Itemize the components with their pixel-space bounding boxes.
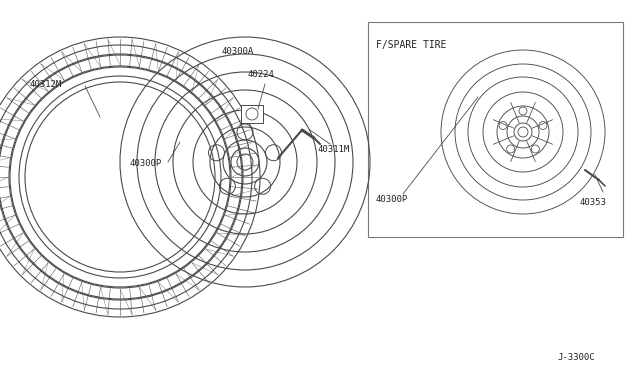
Text: 40300P: 40300P: [376, 195, 408, 204]
Text: 40353: 40353: [580, 198, 607, 207]
Text: 40300P: 40300P: [130, 159, 163, 168]
Text: 40224: 40224: [248, 70, 275, 79]
Text: 40300A: 40300A: [222, 47, 254, 56]
Text: 40312M: 40312M: [30, 80, 62, 89]
Text: 40311M: 40311M: [318, 145, 350, 154]
Text: F/SPARE TIRE: F/SPARE TIRE: [376, 40, 447, 50]
Bar: [368, 22, 623, 237]
FancyBboxPatch shape: [241, 105, 263, 123]
Text: J-3300C: J-3300C: [557, 353, 595, 362]
